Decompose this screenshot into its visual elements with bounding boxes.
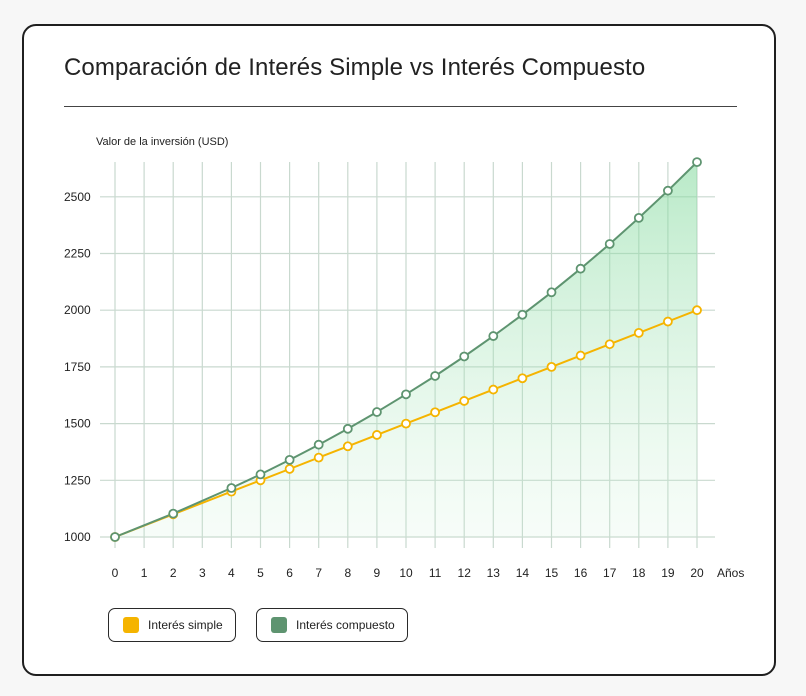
y-tick-label: 2250: [64, 247, 91, 261]
data-point-compound: [313, 439, 324, 450]
x-tick-label: 11: [429, 566, 442, 580]
legend-item-simple[interactable]: Interés simple: [108, 608, 236, 642]
x-tick-label: 17: [603, 566, 617, 580]
x-tick-label: 15: [545, 566, 559, 580]
legend-swatch-simple: [123, 617, 139, 633]
x-tick-label: 20: [690, 566, 704, 580]
x-tick-label: 7: [315, 566, 322, 580]
x-tick-label: 13: [487, 566, 501, 580]
x-axis-label: Años: [717, 566, 744, 580]
x-tick-label: 4: [228, 566, 235, 580]
x-tick-label: 18: [632, 566, 646, 580]
data-point-compound: [488, 331, 499, 341]
data-point-simple: [575, 350, 586, 361]
x-tick-label: 16: [574, 566, 588, 580]
x-tick-label: 19: [661, 566, 675, 580]
x-tick-label: 9: [374, 566, 381, 580]
data-point-compound: [255, 469, 266, 480]
title-divider: [64, 106, 737, 107]
legend-label-simple: Interés simple: [148, 618, 223, 632]
x-tick-label: 2: [170, 566, 177, 580]
data-point-compound: [168, 508, 179, 519]
y-tick-label: 2000: [64, 303, 91, 317]
data-point-simple: [430, 407, 441, 418]
y-axis-label: Valor de la inversión (USD): [96, 136, 228, 148]
x-tick-label: 5: [257, 566, 264, 580]
data-point-compound: [284, 454, 295, 465]
data-point-simple: [604, 339, 615, 350]
y-tick-label: 1500: [64, 417, 91, 431]
data-point-compound: [342, 423, 353, 434]
data-point-compound: [633, 212, 644, 223]
y-tick-label: 1000: [64, 530, 91, 544]
data-point-simple: [488, 384, 499, 395]
x-tick-label: 3: [199, 566, 206, 580]
data-point-compound: [226, 483, 237, 493]
x-tick-label: 8: [344, 566, 351, 580]
x-tick-label: 14: [516, 566, 530, 580]
data-point-compound: [371, 407, 382, 417]
area-fill: [115, 162, 697, 537]
data-point-compound: [692, 157, 702, 167]
x-tick-label: 6: [286, 566, 293, 580]
x-tick-label: 1: [141, 566, 148, 580]
data-point-simple: [692, 305, 702, 316]
data-point-compound: [401, 389, 411, 400]
data-point-compound: [110, 532, 120, 542]
data-point-simple: [546, 361, 557, 372]
chart-title: Comparación de Interés Simple vs Interés…: [64, 54, 646, 81]
y-tick-label: 2500: [64, 190, 91, 204]
legend-label-compound: Interés compuesto: [296, 618, 395, 632]
data-point-compound: [575, 263, 586, 274]
legend-swatch-compound: [271, 617, 287, 633]
data-point-simple: [517, 373, 528, 384]
data-point-simple: [342, 441, 353, 452]
data-point-simple: [401, 418, 411, 429]
data-point-simple: [313, 452, 324, 463]
x-tick-label: 10: [399, 566, 413, 580]
data-point-simple: [459, 396, 470, 406]
data-point-compound: [546, 287, 557, 298]
data-point-compound: [604, 239, 615, 249]
x-tick-label: 0: [112, 566, 119, 580]
y-tick-label: 1750: [64, 360, 91, 374]
x-tick-label: 12: [458, 566, 472, 580]
data-point-compound: [517, 309, 528, 320]
y-tick-label: 1250: [64, 473, 91, 487]
data-point-compound: [459, 351, 470, 362]
data-point-simple: [633, 327, 644, 338]
data-point-simple: [284, 464, 295, 474]
data-point-compound: [663, 185, 673, 196]
data-point-simple: [663, 316, 673, 327]
legend-item-compound[interactable]: Interés compuesto: [256, 608, 408, 642]
data-point-simple: [371, 430, 382, 440]
data-point-compound: [430, 371, 441, 381]
